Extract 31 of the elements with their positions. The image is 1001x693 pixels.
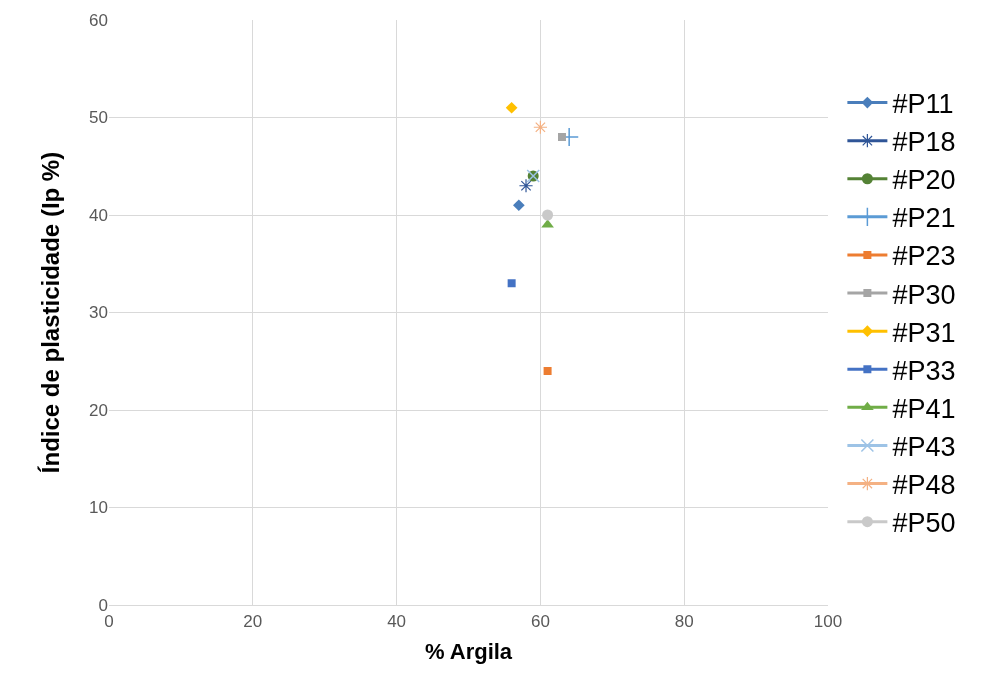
legend-label: #P41 [892, 393, 956, 424]
x-tick-label: 60 [530, 611, 550, 631]
y-tick-label: 20 [89, 400, 108, 420]
point [505, 101, 518, 114]
y-tick-label: 60 [89, 10, 108, 30]
x-axis-title: % Argila [424, 639, 513, 665]
point [542, 209, 554, 221]
legend-label: #P33 [892, 355, 956, 386]
legend-label: #P21 [892, 203, 956, 234]
legend-label: #P18 [892, 127, 956, 158]
y-tick-label: 40 [89, 205, 108, 225]
legend-label: #P50 [892, 508, 956, 539]
legend-label: #P20 [892, 165, 956, 196]
point [518, 178, 534, 193]
y-tick-label: 10 [89, 498, 108, 518]
x-tick-label: 20 [243, 611, 263, 631]
legend-label: #P11 [892, 89, 954, 120]
legend-label: #P31 [892, 317, 956, 348]
legend-label: #P43 [892, 431, 956, 462]
y-tick-label: 0 [98, 595, 108, 615]
y-tick-label: 30 [89, 303, 108, 323]
point [512, 199, 525, 212]
legend-label: #P30 [892, 279, 956, 310]
point [533, 120, 548, 135]
y-tick-label: 50 [89, 108, 108, 128]
x-tick-label: 80 [674, 611, 694, 631]
x-tick-label: 100 [813, 611, 843, 631]
x-tick-label: 40 [387, 611, 407, 631]
legend-label: #P23 [892, 241, 956, 272]
y-axis-title: Índice de plasticidade (Ip %) [37, 151, 65, 474]
legend-label: #P48 [892, 470, 956, 501]
